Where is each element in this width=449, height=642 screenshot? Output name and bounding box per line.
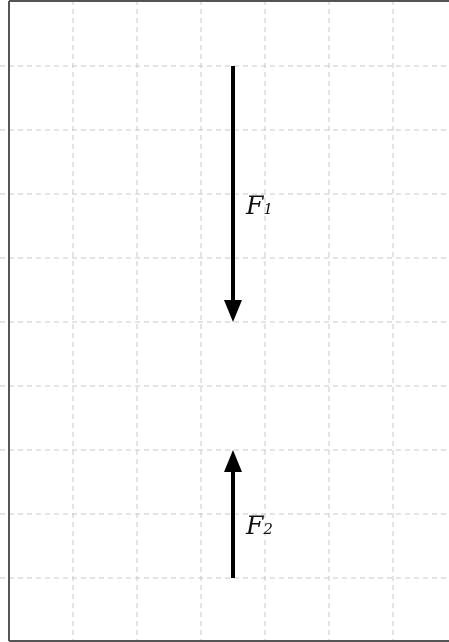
force-label-f1: F1 [245, 191, 273, 220]
force-symbol-f2: F [245, 511, 265, 540]
force-arrow-f2-head [224, 450, 242, 472]
force-subscript-f1: 1 [263, 200, 273, 218]
frame-border [9, 1, 449, 641]
force-arrow-f1-head [224, 300, 242, 322]
force-label-f2: F2 [245, 511, 273, 540]
force-symbol-f1: F [245, 191, 265, 220]
force-subscript-f2: 2 [262, 520, 273, 538]
